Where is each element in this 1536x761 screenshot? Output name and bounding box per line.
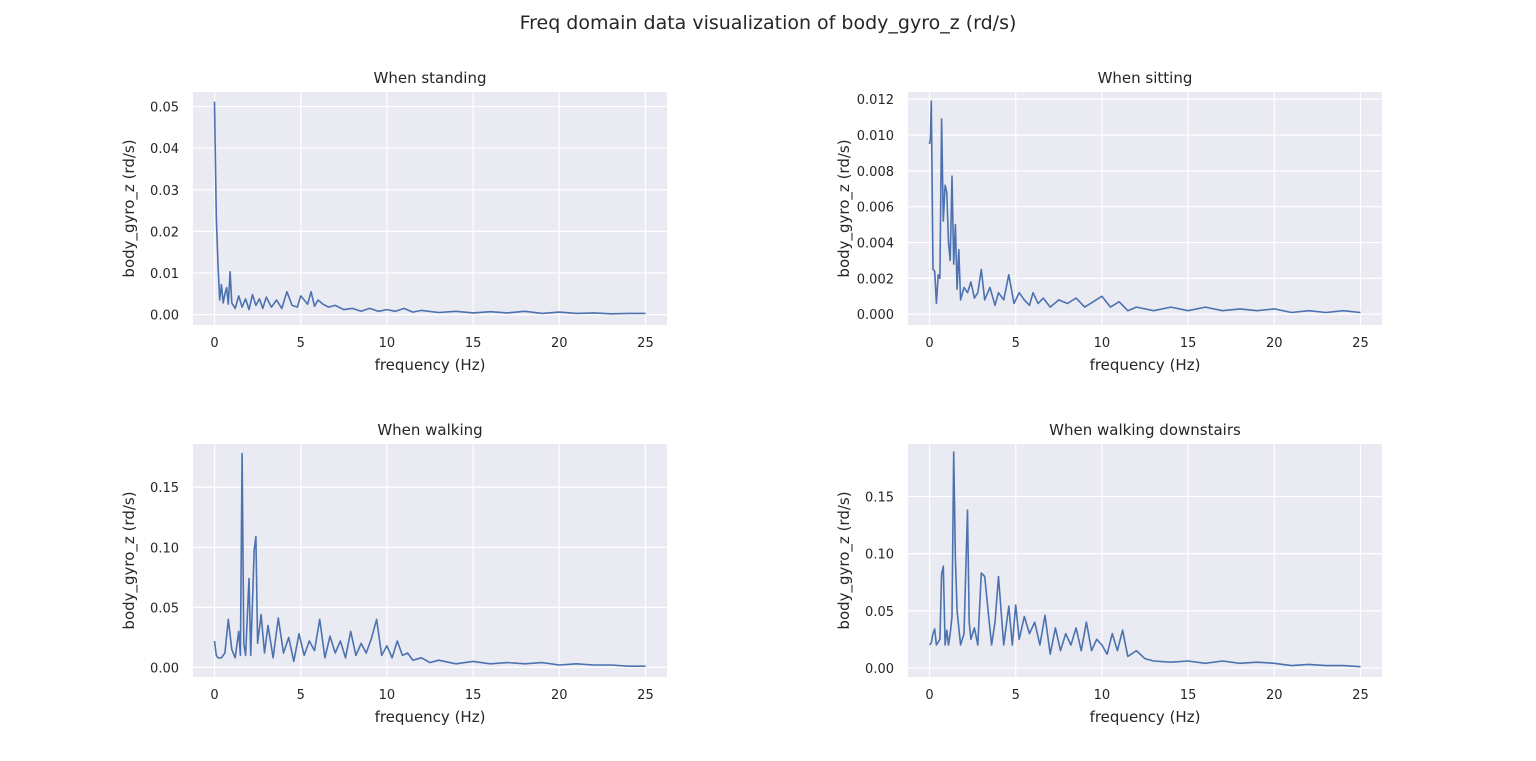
x-tick-label: 20 bbox=[1266, 336, 1283, 351]
y-axis-label: body_gyro_z (rd/s) bbox=[120, 139, 139, 277]
series-line bbox=[213, 101, 646, 315]
x-tick-label: 20 bbox=[551, 688, 568, 703]
x-axis-label: frequency (Hz) bbox=[1090, 356, 1201, 374]
subplot-1: 0 5 10 15 20 25 0.00 0.01 0.02 0.03 0.04 0.05 When s… bbox=[120, 69, 667, 374]
x-tick-label: 0 bbox=[925, 336, 933, 351]
subplot-grid: 0 5 10 15 20 25 0.00 0.01 0.02 0.03 0.04 0.05 When s… bbox=[120, 69, 1382, 726]
x-tick-label: 5 bbox=[1012, 688, 1020, 703]
x-tick-label: 0 bbox=[925, 688, 933, 703]
series-line bbox=[213, 452, 646, 668]
subplot-2: 0 5 10 15 20 25 0.000 0.002 0.004 0.006 0.008 0.010… bbox=[835, 69, 1382, 374]
x-tick-label: 15 bbox=[1180, 688, 1197, 703]
plot-area bbox=[908, 444, 1382, 677]
y-tick-label: 0.00 bbox=[150, 309, 179, 324]
x-tick-label: 25 bbox=[1352, 688, 1369, 703]
y-axis-label: body_gyro_z (rd/s) bbox=[120, 491, 139, 629]
y-tick-label: 0.002 bbox=[857, 272, 894, 287]
x-tick-label: 20 bbox=[551, 336, 568, 351]
figure-title: Freq domain data visualization of body_g… bbox=[520, 12, 1017, 34]
y-tick-label: 0.05 bbox=[865, 605, 894, 620]
x-axis-label: frequency (Hz) bbox=[1090, 708, 1201, 726]
x-tick-label: 20 bbox=[1266, 688, 1283, 703]
y-axis-label: body_gyro_z (rd/s) bbox=[835, 491, 854, 629]
x-tick-label: 25 bbox=[1352, 336, 1369, 351]
y-tick-label: 0.008 bbox=[857, 165, 894, 180]
y-tick-label: 0.004 bbox=[857, 237, 894, 252]
y-tick-label: 0.15 bbox=[150, 481, 179, 496]
subplot-title: When standing bbox=[374, 69, 487, 87]
y-tick-label: 0.00 bbox=[150, 661, 179, 676]
y-tick-label: 0.05 bbox=[150, 101, 179, 116]
subplot-title: When sitting bbox=[1098, 69, 1193, 87]
x-tick-label: 0 bbox=[210, 688, 218, 703]
x-tick-label: 15 bbox=[465, 688, 482, 703]
x-tick-label: 0 bbox=[210, 336, 218, 351]
y-tick-label: 0.10 bbox=[150, 541, 179, 556]
x-tick-label: 10 bbox=[379, 688, 396, 703]
plot-area bbox=[908, 92, 1382, 325]
y-tick-label: 0.10 bbox=[865, 548, 894, 563]
y-tick-label: 0.04 bbox=[150, 142, 179, 157]
plot-area bbox=[193, 92, 667, 325]
y-tick-label: 0.03 bbox=[150, 184, 179, 199]
x-axis-label: frequency (Hz) bbox=[375, 708, 486, 726]
y-axis-label: body_gyro_z (rd/s) bbox=[835, 139, 854, 277]
x-tick-label: 5 bbox=[1012, 336, 1020, 351]
plot-area bbox=[193, 444, 667, 677]
y-tick-label: 0.01 bbox=[150, 267, 179, 282]
y-tick-label: 0.05 bbox=[150, 601, 179, 616]
subplot-title: When walking bbox=[377, 421, 482, 439]
y-tick-label: 0.006 bbox=[857, 201, 894, 216]
x-tick-label: 5 bbox=[297, 336, 305, 351]
x-tick-label: 25 bbox=[637, 336, 654, 351]
y-tick-label: 0.010 bbox=[857, 129, 894, 144]
x-tick-label: 5 bbox=[297, 688, 305, 703]
series-line bbox=[928, 100, 1361, 314]
x-tick-label: 15 bbox=[1180, 336, 1197, 351]
subplot-3: 0 5 10 15 20 25 0.00 0.05 0.10 0.15 When walking fr… bbox=[120, 421, 667, 726]
x-tick-label: 10 bbox=[1094, 688, 1111, 703]
subplot-4: 0 5 10 15 20 25 0.00 0.05 0.10 0.15 When walking d… bbox=[835, 421, 1382, 726]
y-tick-label: 0.012 bbox=[857, 93, 894, 108]
subplot-title: When walking downstairs bbox=[1049, 421, 1241, 439]
y-tick-label: 0.15 bbox=[865, 491, 894, 506]
y-tick-label: 0.000 bbox=[857, 308, 894, 323]
x-tick-label: 15 bbox=[465, 336, 482, 351]
series-line bbox=[928, 451, 1361, 668]
x-tick-label: 10 bbox=[379, 336, 396, 351]
x-axis-label: frequency (Hz) bbox=[375, 356, 486, 374]
y-tick-label: 0.00 bbox=[865, 662, 894, 677]
x-tick-label: 25 bbox=[637, 688, 654, 703]
x-tick-label: 10 bbox=[1094, 336, 1111, 351]
y-tick-label: 0.02 bbox=[150, 225, 179, 240]
